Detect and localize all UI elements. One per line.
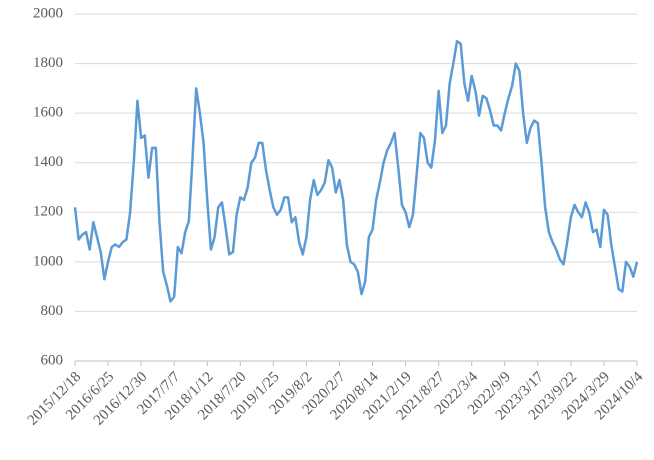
y-tick-label: 1200 [33,204,63,220]
y-tick-label: 1800 [33,55,63,71]
y-tick-label: 800 [41,303,64,319]
y-tick-label: 600 [41,352,64,368]
line-series [73,40,639,303]
y-tick-label: 1000 [33,253,63,269]
y-tick-label: 2000 [33,5,63,21]
y-tick-label: 1400 [33,154,63,170]
y-tick-label: 1600 [33,105,63,121]
